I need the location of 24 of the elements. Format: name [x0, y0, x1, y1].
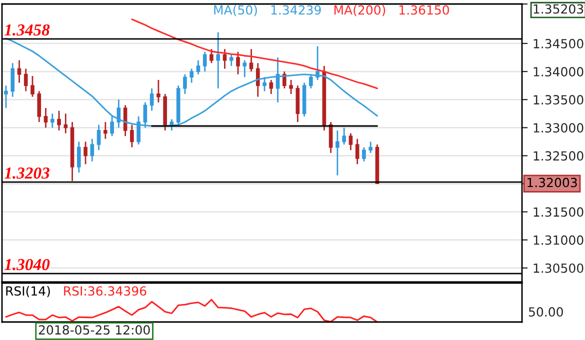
text: 2018-05-25 12:00	[38, 325, 150, 335]
ref-line-label: 1.3203	[4, 167, 50, 179]
y-tick-label: 1.31500	[534, 207, 584, 217]
y-tick-label: 1.32500	[534, 151, 584, 161]
y-tick-label: 1.31000	[534, 235, 584, 245]
ref-line-label: 1.3040	[4, 258, 50, 270]
text: 1.36150	[400, 5, 449, 15]
text: 50.00	[528, 307, 563, 317]
annotation: 1.34239	[271, 5, 321, 15]
y-tick-label: 1.34500	[534, 38, 584, 48]
candlestick	[4, 84, 8, 109]
y-tick-label: 1.34000	[534, 66, 584, 76]
text: MA(50)	[214, 5, 257, 16]
line-series	[131, 18, 378, 90]
candlestick	[289, 79, 293, 95]
chart-title: RSI(14)	[6, 286, 50, 298]
text: RSI:36.34396	[64, 286, 146, 296]
y-tick-label: 1.33000	[534, 123, 584, 133]
text: 1.32003	[528, 178, 577, 188]
y-tick-label: 1.30500	[534, 263, 584, 273]
y-tick-label: 1.33500	[534, 95, 584, 105]
y-tick-label: 1.35203	[534, 4, 584, 14]
ref-line-label: 1.3458	[4, 24, 50, 36]
text: MA(200)	[334, 5, 386, 16]
